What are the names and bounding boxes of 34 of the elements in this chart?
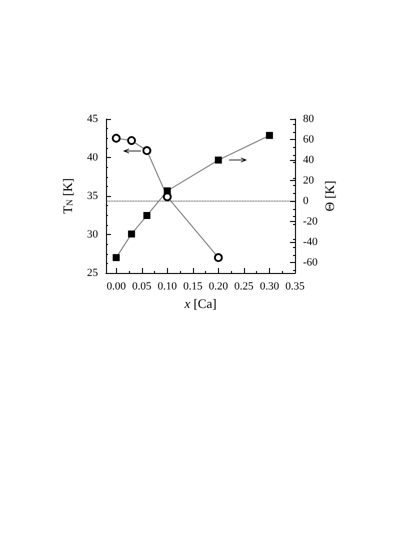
- point: [214, 156, 222, 164]
- x-tick-label: 0.20: [208, 280, 229, 292]
- point: [266, 132, 273, 139]
- y2-tick-label: 60: [303, 134, 314, 146]
- point: [142, 146, 152, 155]
- x-tick-label: 0.15: [183, 280, 203, 292]
- y2-tick-label: 40: [303, 154, 314, 166]
- y-tick-label: 40: [87, 152, 98, 164]
- y2-axis-title: Θ [K]: [322, 180, 337, 212]
- y-tick-label: 45: [87, 113, 98, 125]
- point: [214, 253, 223, 262]
- point: [143, 212, 150, 220]
- y-axis-title: TN [K]: [60, 178, 75, 214]
- x-tick-label: 0.25: [234, 280, 254, 292]
- y2-tick-label: -60: [303, 256, 318, 269]
- x-tick-label: 0.10: [158, 280, 178, 292]
- y2-tick-label: 20: [303, 174, 314, 187]
- y-tick-label: 30: [87, 228, 98, 240]
- y2-tick-label: -40: [303, 236, 318, 248]
- y-tick-label: 35: [87, 190, 98, 202]
- y2-tick-label: 80: [303, 113, 314, 125]
- x-tick-label: 0.00: [106, 280, 126, 292]
- y2-tick-label: 0: [303, 195, 309, 208]
- y2-tick-label: -20: [303, 216, 318, 228]
- x-tick-label: 0.05: [132, 280, 152, 292]
- point: [112, 254, 120, 262]
- point: [127, 136, 136, 145]
- x-tick-label: 0.35: [285, 280, 306, 292]
- point: [128, 230, 136, 238]
- x-tick-label: 0.30: [260, 280, 280, 292]
- y-tick-label: 25: [87, 267, 98, 279]
- point: [112, 134, 121, 143]
- point: [164, 187, 171, 194]
- x-axis-title: x [Ca]: [183, 296, 217, 311]
